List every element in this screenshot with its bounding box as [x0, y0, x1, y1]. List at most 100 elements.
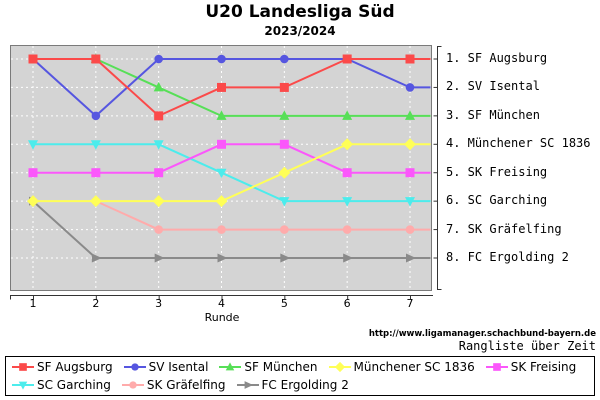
diamond-legend-icon: [328, 362, 351, 373]
circle-marker: [280, 54, 289, 64]
square-marker: [28, 168, 38, 178]
triangle-down-marker: [404, 197, 415, 207]
triangle-up-legend-icon: [219, 362, 242, 371]
arrow-right-marker: [244, 380, 253, 389]
triangle-up-marker: [404, 110, 415, 120]
x-tick-label-3: 3: [155, 297, 163, 310]
triangle-up-marker: [226, 362, 235, 371]
diamond-marker: [403, 138, 416, 151]
square-marker: [28, 54, 38, 64]
series-line-sf-augsburg: [33, 58, 431, 118]
square-legend-icon: [12, 363, 34, 372]
circle-legend-icon: [123, 363, 146, 371]
triangle-down-marker: [279, 197, 290, 207]
square-marker: [342, 54, 352, 64]
square-marker: [342, 168, 352, 178]
square-marker: [405, 54, 415, 64]
circle-marker: [154, 54, 163, 64]
standing-label-5: 5. SK Freising: [446, 164, 548, 179]
legend-item-sc-garching: SC Garching: [12, 378, 111, 392]
legend-item-sk-gr-felfing: SK Gräfelfing: [121, 378, 226, 392]
legend-item-m-nchener-sc-1836: Münchener SC 1836: [328, 360, 475, 375]
legend-item-sk-freising: SK Freising: [485, 360, 577, 375]
triangle-down-marker: [90, 140, 101, 150]
legend-item-sv-isental: SV Isental: [123, 360, 209, 375]
circle-marker: [217, 54, 226, 64]
rank-history-chart: [10, 45, 442, 300]
triangle-up-marker: [216, 110, 227, 120]
series-line-sk-freising: [33, 143, 431, 174]
x-tick-label-6: 6: [343, 297, 351, 310]
circle-marker: [217, 225, 226, 234]
triangle-up-marker: [279, 110, 290, 120]
triangle-down-marker: [216, 168, 227, 179]
square-marker: [91, 168, 101, 178]
circle-marker: [154, 225, 163, 234]
x-tick-label-7: 7: [406, 297, 414, 310]
circle-marker: [405, 225, 415, 234]
chart-subtitle: 2023/2024: [264, 24, 336, 38]
legend-item-label: SK Freising: [510, 360, 577, 375]
square-marker: [279, 82, 289, 92]
x-axis-title: Runde: [204, 311, 240, 324]
arrow-right-legend-icon: [236, 380, 259, 389]
diamond-marker: [278, 166, 291, 179]
diamond-marker: [27, 195, 39, 208]
legend-item-label: SV Isental: [148, 360, 209, 375]
circle-marker: [91, 111, 101, 121]
square-marker: [91, 54, 101, 64]
source-url-text: http://www.ligamanager.schachbund-bayern…: [368, 329, 596, 339]
circle-marker: [280, 225, 289, 234]
square-marker: [492, 363, 501, 372]
legend: SF Augsburg SV Isental SF München Münchener…: [5, 356, 595, 396]
arrow-right-marker: [91, 253, 102, 263]
arrow-right-marker: [405, 253, 416, 263]
circle-marker: [130, 363, 139, 371]
square-marker: [154, 111, 164, 121]
triangle-up-marker: [342, 110, 353, 120]
circle-legend-icon: [121, 381, 144, 389]
square-legend-icon: [485, 363, 508, 372]
circle-marker: [342, 225, 352, 234]
diamond-marker: [215, 195, 228, 208]
square-marker: [216, 139, 226, 149]
legend-item-fc-ergolding-2: FC Ergolding 2: [236, 377, 349, 392]
arrow-right-marker: [343, 253, 354, 263]
legend-item-sf-m-nchen: SF München: [219, 360, 318, 375]
legend-item-label: SF Augsburg: [37, 360, 113, 375]
standing-label-7: 7. SK Gräfelfing: [446, 221, 562, 236]
x-tick-label-5: 5: [280, 297, 288, 310]
series-line-fc-ergolding-2: [32, 200, 431, 260]
diamond-marker: [334, 362, 345, 373]
standing-label-6: 6. SC Garching: [446, 193, 548, 208]
triangle-down-marker: [342, 197, 353, 207]
square-marker: [154, 168, 164, 178]
x-tick-label-2: 2: [92, 297, 100, 310]
legend-row: SF Augsburg SV Isental SF München Münchener…: [12, 359, 594, 375]
legend-item-sf-augsburg: SF Augsburg: [12, 360, 113, 374]
triangle-down-legend-icon: [12, 381, 34, 390]
chart-title: U20 Landesliga Süd: [205, 2, 395, 22]
legend-item-label: SF München: [244, 360, 318, 375]
legend-item-label: FC Ergolding 2: [261, 377, 349, 392]
triangle-up-marker: [153, 81, 164, 92]
arrow-right-marker: [280, 253, 291, 263]
square-marker: [19, 363, 27, 372]
legend-row: SC Garching SK Gräfelfing FC Ergolding 2: [12, 377, 594, 393]
diamond-marker: [341, 138, 354, 151]
chart-caption: Rangliste über Zeit: [458, 339, 596, 353]
legend-item-label: Münchener SC 1836: [353, 360, 475, 375]
legend-item-label: SC Garching: [37, 377, 111, 392]
standing-label-1: 1. SF Augsburg: [446, 51, 548, 65]
square-marker: [405, 168, 415, 178]
diamond-marker: [152, 195, 165, 208]
triangle-down-marker: [153, 140, 164, 150]
circle-marker: [129, 381, 137, 389]
triangle-down-marker: [18, 381, 28, 390]
arrow-right-marker: [154, 253, 165, 263]
series-line-m-nchener-sc-1836: [33, 143, 431, 203]
series-line-sv-isental: [32, 58, 431, 118]
standing-label-2: 2. SV Isental: [446, 79, 540, 94]
standing-label-4: 4. Münchener SC 1836: [446, 136, 591, 151]
